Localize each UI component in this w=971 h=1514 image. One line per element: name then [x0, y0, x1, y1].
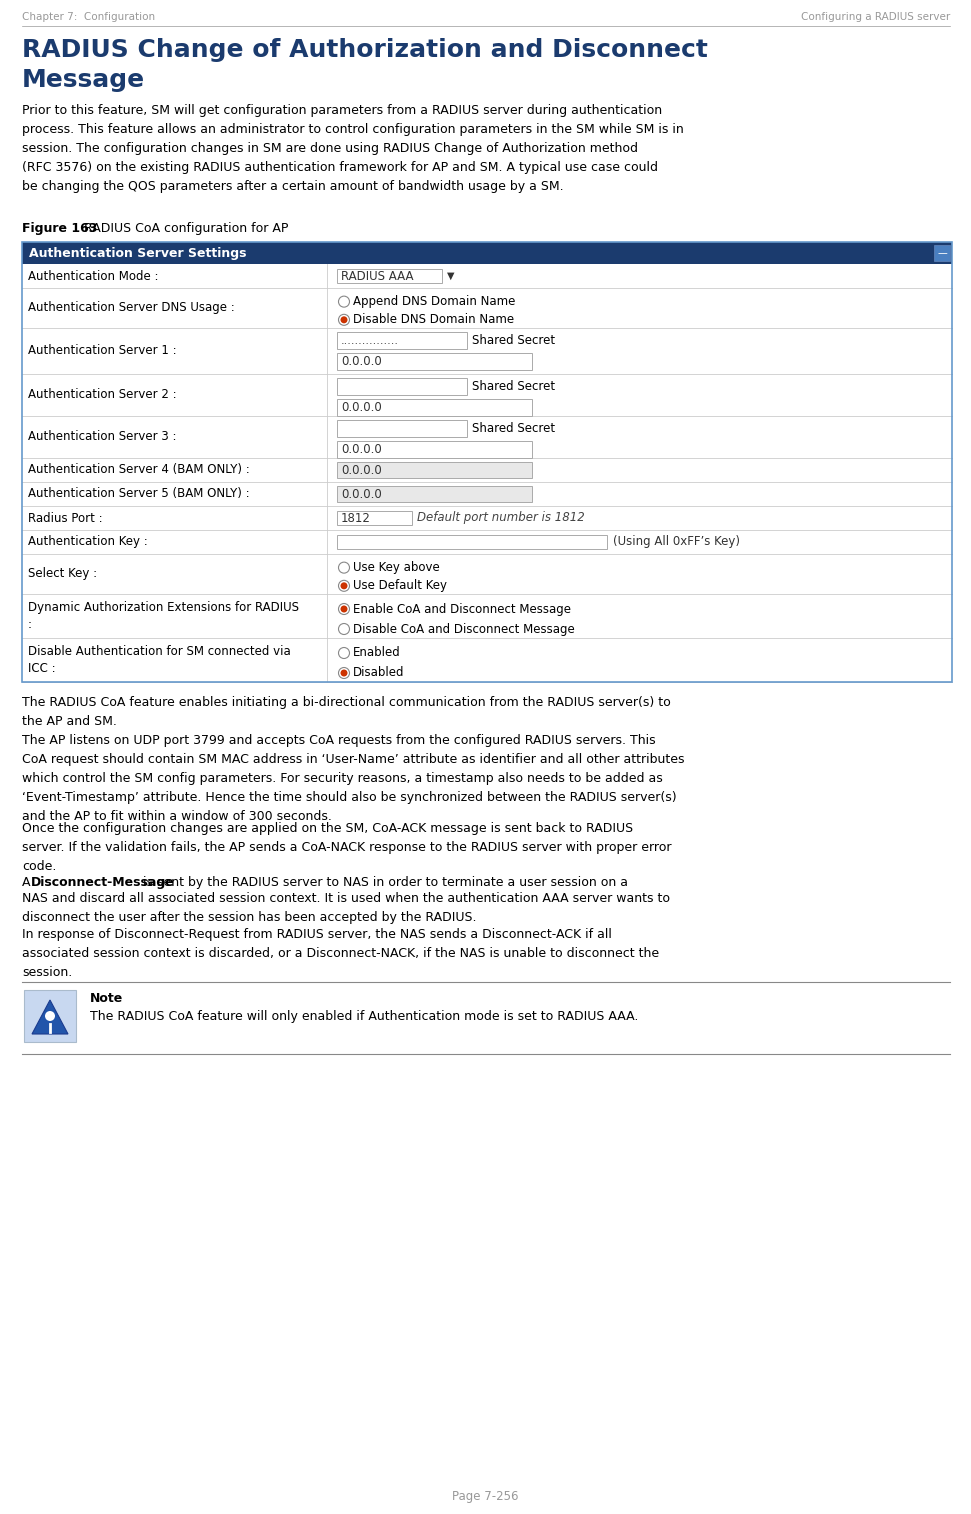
Text: (Using All 0xFF’s Key): (Using All 0xFF’s Key)	[613, 536, 740, 548]
Text: In response of Disconnect-Request from RADIUS server, the NAS sends a Disconnect: In response of Disconnect-Request from R…	[22, 928, 659, 980]
Circle shape	[339, 604, 350, 615]
Text: Authentication Mode :: Authentication Mode :	[28, 269, 158, 283]
Text: Append DNS Domain Name: Append DNS Domain Name	[353, 295, 516, 309]
Bar	[337, 441, 532, 459]
Polygon shape	[32, 1001, 68, 1034]
Text: RADIUS CoA configuration for AP: RADIUS CoA configuration for AP	[80, 223, 288, 235]
Circle shape	[339, 297, 350, 307]
Text: Authentication Server DNS Usage :: Authentication Server DNS Usage :	[28, 301, 235, 315]
Bar	[22, 288, 952, 329]
Bar	[22, 329, 952, 374]
Text: Default port number is 1812: Default port number is 1812	[417, 512, 585, 524]
Circle shape	[341, 669, 348, 677]
Bar	[22, 506, 952, 530]
Text: The RADIUS CoA feature enables initiating a bi-directional communication from th: The RADIUS CoA feature enables initiatin…	[22, 696, 671, 728]
Bar	[22, 416, 952, 459]
Bar	[22, 242, 952, 263]
Bar	[337, 512, 412, 525]
Circle shape	[341, 583, 348, 589]
Text: A: A	[22, 877, 35, 889]
Text: The AP listens on UDP port 3799 and accepts CoA requests from the configured RAD: The AP listens on UDP port 3799 and acce…	[22, 734, 685, 824]
Text: 0.0.0.0: 0.0.0.0	[341, 488, 382, 501]
Bar	[22, 637, 952, 681]
Text: Authentication Server 1 :: Authentication Server 1 :	[28, 345, 177, 357]
Text: Disable DNS Domain Name: Disable DNS Domain Name	[353, 313, 514, 327]
Text: Authentication Server 3 :: Authentication Server 3 :	[28, 430, 177, 444]
Text: Shared Secret: Shared Secret	[472, 380, 555, 394]
Text: Figure 163: Figure 163	[22, 223, 97, 235]
Text: Prior to this feature, SM will get configuration parameters from a RADIUS server: Prior to this feature, SM will get confi…	[22, 104, 684, 192]
Circle shape	[45, 1011, 55, 1020]
Bar	[22, 459, 952, 481]
Text: Configuring a RADIUS server: Configuring a RADIUS server	[801, 12, 950, 23]
Text: 0.0.0.0: 0.0.0.0	[341, 444, 382, 456]
Text: Shared Secret: Shared Secret	[472, 422, 555, 435]
Text: Authentication Server 4 (BAM ONLY) :: Authentication Server 4 (BAM ONLY) :	[28, 463, 250, 477]
Text: Disabled: Disabled	[353, 666, 405, 680]
Circle shape	[339, 668, 350, 678]
Text: Select Key :: Select Key :	[28, 568, 97, 580]
Text: Chapter 7:  Configuration: Chapter 7: Configuration	[22, 12, 155, 23]
Bar	[22, 263, 952, 288]
Text: Authentication Server 5 (BAM ONLY) :: Authentication Server 5 (BAM ONLY) :	[28, 488, 250, 501]
Bar	[934, 245, 950, 260]
Text: 1812: 1812	[341, 512, 371, 524]
Circle shape	[339, 315, 350, 326]
Bar	[337, 353, 532, 369]
Circle shape	[339, 648, 350, 659]
Text: —: —	[937, 248, 947, 257]
Text: Dynamic Authorization Extensions for RADIUS
:: Dynamic Authorization Extensions for RAD…	[28, 601, 299, 631]
Text: 0.0.0.0: 0.0.0.0	[341, 354, 382, 368]
Text: Disconnect-Message: Disconnect-Message	[31, 877, 175, 889]
Text: Use Key above: Use Key above	[353, 562, 440, 574]
Text: NAS and discard all associated session context. It is used when the authenticati: NAS and discard all associated session c…	[22, 892, 670, 924]
Bar	[22, 374, 952, 416]
Bar	[337, 378, 467, 395]
Text: Authentication Server 2 :: Authentication Server 2 :	[28, 389, 177, 401]
Text: The RADIUS CoA feature will only enabled if Authentication mode is set to RADIUS: The RADIUS CoA feature will only enabled…	[90, 1010, 638, 1023]
Bar	[22, 530, 952, 554]
Text: Authentication Server Settings: Authentication Server Settings	[29, 247, 247, 259]
Text: Use Default Key: Use Default Key	[353, 580, 447, 592]
Text: 0.0.0.0: 0.0.0.0	[341, 401, 382, 413]
Text: 0.0.0.0: 0.0.0.0	[341, 463, 382, 477]
Text: Radius Port :: Radius Port :	[28, 512, 103, 524]
Bar	[337, 462, 532, 478]
Text: Authentication Key :: Authentication Key :	[28, 536, 148, 548]
Text: RADIUS AAA: RADIUS AAA	[341, 269, 414, 283]
Bar	[337, 419, 467, 438]
Text: Disable Authentication for SM connected via
ICC :: Disable Authentication for SM connected …	[28, 645, 290, 675]
Bar	[337, 269, 442, 283]
Circle shape	[339, 624, 350, 634]
Circle shape	[339, 580, 350, 592]
Circle shape	[341, 606, 348, 613]
Text: Shared Secret: Shared Secret	[472, 335, 555, 347]
Text: Enabled: Enabled	[353, 646, 401, 660]
Text: is sent by the RADIUS server to NAS in order to terminate a user session on a: is sent by the RADIUS server to NAS in o…	[139, 877, 628, 889]
Bar	[22, 554, 952, 593]
Bar	[337, 332, 467, 350]
Text: RADIUS Change of Authorization and Disconnect: RADIUS Change of Authorization and Disco…	[22, 38, 708, 62]
Text: Message: Message	[22, 68, 145, 92]
Bar	[24, 990, 76, 1042]
Circle shape	[341, 316, 348, 324]
Text: Enable CoA and Disconnect Message: Enable CoA and Disconnect Message	[353, 603, 571, 616]
Bar	[337, 534, 607, 550]
Bar	[22, 242, 952, 681]
Bar	[337, 400, 532, 416]
Text: Once the configuration changes are applied on the SM, CoA-ACK message is sent ba: Once the configuration changes are appli…	[22, 822, 672, 874]
Bar	[22, 593, 952, 637]
Bar	[22, 481, 952, 506]
Text: ................: ................	[341, 336, 399, 345]
Text: Page 7-256: Page 7-256	[452, 1490, 519, 1503]
Circle shape	[339, 562, 350, 574]
Text: Disable CoA and Disconnect Message: Disable CoA and Disconnect Message	[353, 622, 575, 636]
Text: ▼: ▼	[447, 271, 454, 282]
Bar	[337, 486, 532, 503]
Text: Note: Note	[90, 992, 123, 1005]
